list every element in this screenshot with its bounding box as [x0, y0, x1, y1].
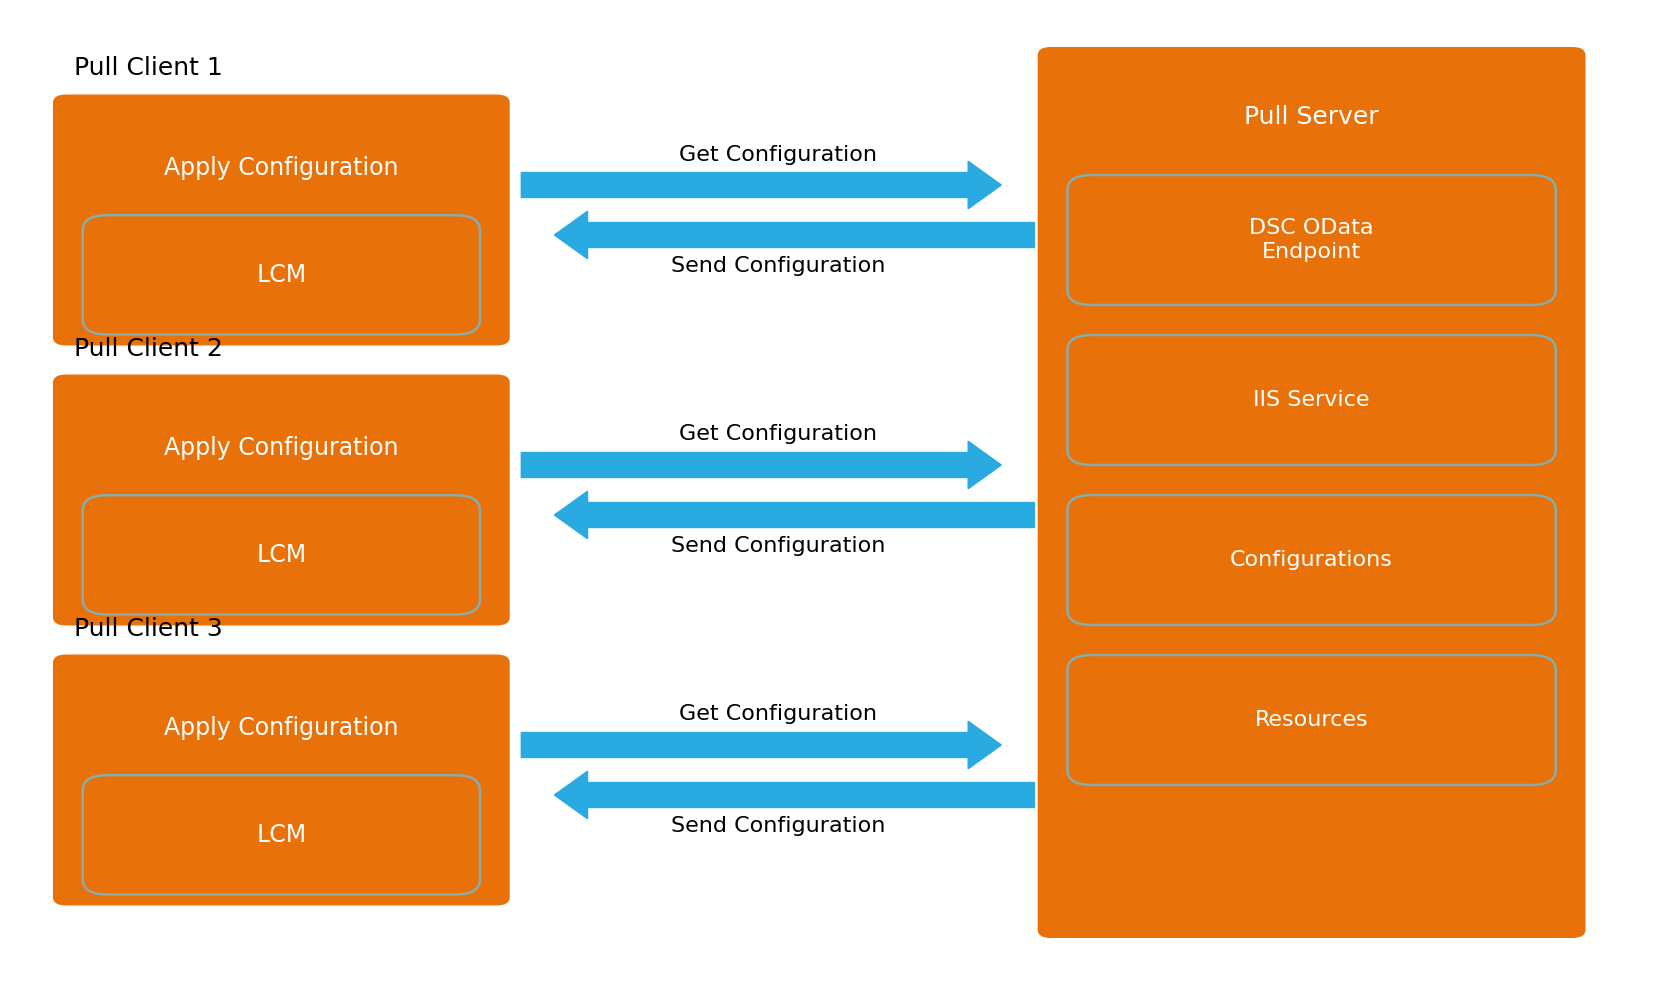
Text: Configurations: Configurations [1230, 550, 1394, 570]
FancyArrow shape [521, 721, 1001, 769]
Text: Get Configuration: Get Configuration [679, 704, 877, 724]
FancyBboxPatch shape [1067, 495, 1556, 625]
Text: Send Configuration: Send Configuration [670, 255, 885, 275]
FancyArrow shape [554, 491, 1034, 539]
FancyArrow shape [521, 161, 1001, 209]
FancyBboxPatch shape [53, 654, 510, 906]
Text: Send Configuration: Send Configuration [670, 816, 885, 836]
FancyArrow shape [554, 211, 1034, 259]
FancyBboxPatch shape [83, 215, 480, 334]
FancyBboxPatch shape [1038, 47, 1585, 938]
FancyArrow shape [554, 771, 1034, 819]
Text: Apply Configuration: Apply Configuration [164, 716, 399, 740]
Text: Apply Configuration: Apply Configuration [164, 436, 399, 460]
FancyBboxPatch shape [83, 775, 480, 894]
FancyBboxPatch shape [1067, 175, 1556, 305]
Text: LCM: LCM [257, 823, 306, 847]
Text: Apply Configuration: Apply Configuration [164, 156, 399, 180]
FancyBboxPatch shape [1067, 335, 1556, 465]
Text: Pull Client 2: Pull Client 2 [74, 336, 223, 360]
Text: LCM: LCM [257, 543, 306, 567]
Text: Get Configuration: Get Configuration [679, 424, 877, 444]
Text: Resources: Resources [1254, 710, 1369, 730]
FancyBboxPatch shape [83, 495, 480, 614]
Text: LCM: LCM [257, 263, 306, 287]
FancyArrow shape [521, 441, 1001, 489]
Text: DSC OData
Endpoint: DSC OData Endpoint [1250, 218, 1374, 262]
Text: Send Configuration: Send Configuration [670, 536, 885, 556]
Text: IIS Service: IIS Service [1253, 390, 1370, 410]
FancyBboxPatch shape [1067, 655, 1556, 785]
Text: Get Configuration: Get Configuration [679, 145, 877, 165]
FancyBboxPatch shape [53, 94, 510, 345]
Text: Pull Client 1: Pull Client 1 [74, 56, 223, 80]
FancyBboxPatch shape [53, 374, 510, 626]
Text: Pull Server: Pull Server [1245, 105, 1379, 129]
Text: Pull Client 3: Pull Client 3 [74, 616, 223, 640]
